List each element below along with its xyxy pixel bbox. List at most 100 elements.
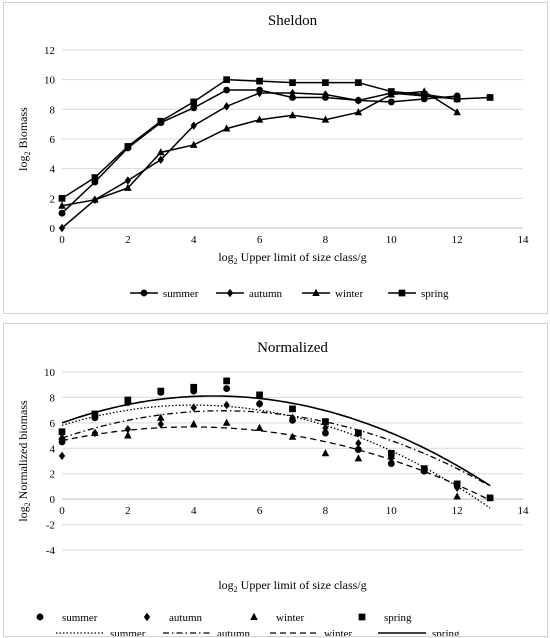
series-line-winter [61, 90, 458, 207]
data-point-autumn [124, 176, 132, 185]
legend-item-summer: summer [130, 288, 199, 300]
legend-trend-label: winter [324, 628, 352, 636]
data-point-autumn [256, 88, 263, 98]
data-point-summer [289, 94, 296, 101]
legend-marker-spring [398, 289, 406, 297]
data-point-spring [223, 76, 231, 84]
data-point-spring [453, 95, 461, 103]
x-tick-label: 2 [125, 505, 131, 517]
data-point-spring [387, 450, 395, 457]
data-point-spring [486, 494, 494, 502]
data-point-winter [124, 431, 132, 439]
legend-label: spring [384, 612, 412, 624]
y-tick-label: 8 [50, 392, 56, 404]
data-point-summer [321, 429, 329, 437]
x-tick-label: 2 [125, 234, 131, 246]
data-point-spring [453, 480, 461, 488]
legend-trend-item-summer: summer [56, 628, 146, 636]
legend-trend-label: spring [432, 628, 460, 636]
sheldon-chart: Sheldon 0 2 4 6 8 10 12 0 2 4 6 8 10 12 14 log2 Upper li… [16, 13, 530, 300]
data-point-winter [124, 183, 132, 191]
trendline-summer [61, 404, 491, 509]
data-point-autumn [190, 403, 197, 412]
data-point-winter [222, 124, 231, 132]
data-point-spring [289, 405, 296, 413]
legend-marker-summer [140, 289, 148, 297]
x-tick-label: 10 [386, 505, 398, 517]
series-spring [58, 76, 494, 202]
x-tick-label: 0 [59, 234, 65, 246]
legend-item-spring: spring [388, 288, 449, 300]
legend-marker-winter [312, 288, 320, 296]
y-tick-label: 6 [50, 134, 56, 146]
data-point-spring [256, 77, 263, 85]
x-tick-label: 6 [257, 505, 263, 517]
data-point-spring [322, 79, 329, 86]
data-point-autumn [256, 399, 263, 408]
data-point-autumn [157, 419, 164, 429]
legend-item-summer: summer [36, 612, 98, 624]
series-spring [58, 377, 494, 502]
x-axis-label: log2 Upper limit of size class/g [218, 578, 366, 594]
x-tick-label: 4 [191, 234, 197, 246]
legend-label: spring [421, 288, 449, 300]
y-tick-label: -2 [46, 520, 55, 532]
legend-trend-item-autumn: autumn [163, 628, 250, 636]
data-point-autumn [58, 451, 66, 461]
data-point-spring [58, 428, 66, 436]
y-tick-label: 2 [50, 193, 56, 205]
sheldon-chart-panel: Sheldon 0 2 4 6 8 10 12 0 2 4 6 8 10 12 14 log2 Upper li… [3, 2, 548, 314]
data-point-spring [157, 387, 165, 395]
legend-trend-label: autumn [217, 628, 250, 636]
legend-trend-item-winter: winter [270, 628, 352, 636]
data-point-spring [157, 117, 165, 125]
series-line-summer [61, 89, 458, 214]
y-tick-label: 10 [44, 75, 56, 87]
y-tick-label: 2 [50, 469, 56, 481]
legend-label: autumn [169, 612, 202, 624]
data-point-autumn [355, 439, 362, 448]
legend-marker-winter [250, 612, 258, 620]
legend-trend-label: summer [110, 628, 146, 636]
data-point-winter [91, 428, 99, 436]
legend-marker-autumn [226, 288, 234, 298]
y-tick-label: 8 [50, 104, 56, 116]
data-point-spring [124, 396, 132, 404]
y-tick-label: 6 [50, 418, 56, 430]
data-point-autumn [58, 223, 66, 233]
data-point-winter [354, 108, 363, 116]
x-tick-label: 14 [518, 234, 530, 246]
data-point-winter [189, 419, 198, 428]
y-tick-label: 0 [50, 494, 56, 506]
data-point-autumn [223, 400, 230, 410]
series-summer [58, 86, 461, 217]
data-point-winter [453, 108, 461, 116]
data-point-summer [58, 209, 66, 217]
x-tick-label: 6 [257, 234, 263, 246]
data-point-spring [91, 410, 99, 418]
data-point-winter [222, 418, 231, 426]
data-point-autumn [289, 413, 296, 422]
data-point-winter [157, 148, 165, 156]
data-point-winter [255, 423, 264, 431]
trendline-autumn [61, 410, 491, 487]
data-point-winter [288, 111, 297, 119]
legend-label: summer [62, 612, 98, 624]
series-winter [58, 413, 461, 500]
data-point-spring [91, 174, 99, 181]
legend-label: winter [335, 288, 363, 300]
trendline-winter [61, 426, 491, 501]
data-point-spring [58, 194, 66, 202]
data-point-autumn [223, 102, 230, 111]
data-point-winter [288, 432, 297, 440]
legend-label: autumn [249, 288, 282, 300]
data-point-spring [486, 94, 494, 101]
data-point-summer [223, 86, 231, 94]
legend-marker-summer [36, 613, 44, 621]
data-point-winter [255, 115, 264, 123]
data-point-autumn [157, 155, 164, 164]
normalized-chart-panel: Normalized -4 -2 0 2 4 6 8 10 0 2 4 6 8 10 12 14 log2 Upp… [3, 323, 548, 637]
series-winter [58, 87, 461, 209]
y-tick-label: 10 [44, 367, 56, 379]
legend-item-autumn: autumn [143, 612, 202, 624]
